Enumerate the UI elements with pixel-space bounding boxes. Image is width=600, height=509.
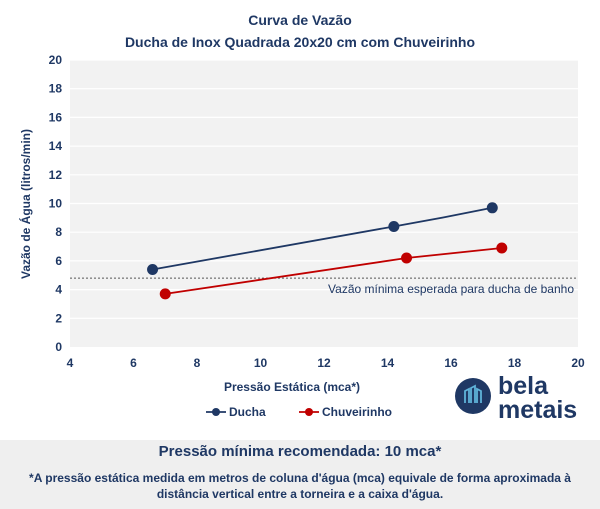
data-point-ducha bbox=[388, 220, 400, 232]
x-axis-label: Pressão Estática (mca*) bbox=[224, 380, 360, 394]
y-axis-label: Vazão de Água (litros/min) bbox=[18, 129, 33, 279]
footnote: *A pressão estática medida em metros de … bbox=[29, 471, 571, 501]
x-tick-label: 4 bbox=[67, 356, 74, 370]
y-tick-label: 4 bbox=[55, 283, 62, 297]
y-tick-label: 2 bbox=[55, 311, 62, 325]
y-tick-label: 12 bbox=[49, 168, 63, 182]
y-tick-label: 14 bbox=[49, 139, 63, 153]
legend-label-ducha: Ducha bbox=[229, 405, 266, 419]
x-tick-label: 12 bbox=[317, 356, 331, 370]
legend-label-chuveirinho: Chuveirinho bbox=[322, 405, 392, 419]
legend: Ducha Chuveirinho bbox=[206, 405, 392, 419]
y-tick-label: 16 bbox=[49, 110, 63, 124]
y-tick-label: 10 bbox=[49, 197, 63, 211]
chart-title: Curva de Vazão bbox=[248, 12, 352, 28]
flow-curve-chart: Curva de Vazão Ducha de Inox Quadrada 20… bbox=[18, 12, 585, 419]
x-tick-label: 6 bbox=[130, 356, 137, 370]
data-point-chuveirinho bbox=[496, 242, 508, 254]
brand-word-line1: bela bbox=[498, 372, 549, 400]
x-tick-label: 18 bbox=[508, 356, 522, 370]
data-point-chuveirinho bbox=[401, 252, 413, 264]
legend-marker-ducha bbox=[212, 408, 220, 416]
x-tick-label: 10 bbox=[254, 356, 268, 370]
bela-metais-logo: bela metais bbox=[455, 372, 595, 426]
x-tick-label: 16 bbox=[444, 356, 458, 370]
footer-panel: Pressão mínima recomendada: 10 mca* *A p… bbox=[0, 440, 600, 509]
y-tick-label: 6 bbox=[55, 254, 62, 268]
legend-marker-chuveirinho bbox=[305, 408, 313, 416]
brand-word-line2: metais bbox=[498, 396, 578, 424]
recommended-pressure-headline: Pressão mínima recomendada: 10 mca* bbox=[158, 443, 442, 460]
y-tick-label: 0 bbox=[55, 340, 62, 354]
chart-subtitle: Ducha de Inox Quadrada 20x20 cm com Chuv… bbox=[125, 34, 475, 50]
y-tick-label: 20 bbox=[49, 53, 63, 67]
data-point-ducha bbox=[147, 264, 159, 276]
x-tick-label: 14 bbox=[381, 356, 395, 370]
y-tick-label: 8 bbox=[55, 225, 62, 239]
brand-mark-icon bbox=[455, 378, 491, 414]
reference-line-label: Vazão mínima esperada para ducha de banh… bbox=[328, 282, 574, 296]
y-tick-label: 18 bbox=[49, 82, 63, 96]
x-tick-label: 20 bbox=[571, 356, 585, 370]
data-point-ducha bbox=[486, 202, 498, 214]
x-tick-label: 8 bbox=[194, 356, 201, 370]
data-point-chuveirinho bbox=[159, 288, 171, 300]
